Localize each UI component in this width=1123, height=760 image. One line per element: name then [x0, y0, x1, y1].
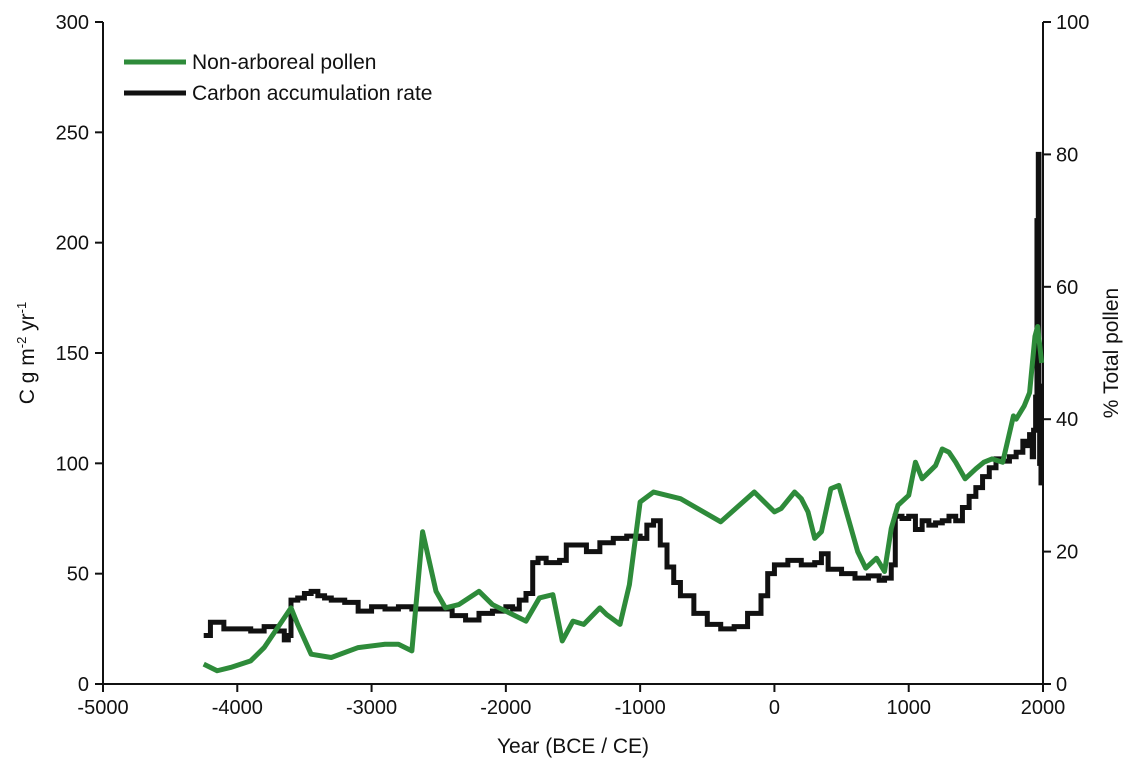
x-tick-label: -1000	[615, 697, 666, 719]
y-left-tick-label: 250	[56, 122, 89, 144]
legend-label: Carbon accumulation rate	[192, 82, 432, 105]
y-left-tick-label: 200	[56, 233, 89, 255]
y-left-tick-label: 50	[67, 564, 89, 586]
y-right-tick-label: 80	[1056, 144, 1078, 166]
y-right-tick-label: 20	[1056, 542, 1078, 564]
x-tick-label: -4000	[212, 697, 263, 719]
y-right-axis-title: % Total pollen	[1100, 288, 1123, 418]
series-line-carbon-accumulation-rate	[203, 151, 1044, 643]
legend-label: Non-arboreal pollen	[192, 51, 376, 74]
plot-frame	[103, 22, 1043, 684]
y-right-tick-label: 40	[1056, 409, 1078, 431]
x-tick-label: -2000	[480, 697, 531, 719]
y-left-tick-label: 150	[56, 343, 89, 365]
y-left-axis-title: C g m-2 yr-1	[14, 302, 39, 404]
x-axis-title: Year (BCE / CE)	[497, 735, 649, 758]
series-line-non-arboreal-pollen	[202, 324, 1045, 674]
y-right-tick-label: 100	[1056, 12, 1089, 34]
y-left-tick-label: 300	[56, 12, 89, 34]
x-tick-label: -3000	[346, 697, 397, 719]
axes: -5000 -4000 -3000 -2000 -1000 0 1000 2000050100…	[56, 12, 1090, 719]
plot-area	[103, 22, 1043, 684]
y-left-title-mid: yr	[16, 313, 39, 336]
y-left-tick-label: 0	[78, 674, 89, 696]
y-left-title-sup1: -2	[14, 337, 29, 349]
y-left-tick-label: 100	[56, 453, 89, 475]
y-left-title-main: C g m	[16, 348, 39, 404]
y-right-tick-label: 0	[1056, 674, 1067, 696]
series-layer	[202, 151, 1045, 674]
legend: Non-arboreal pollen Carbon accumulation r…	[124, 51, 432, 105]
x-tick-label: -5000	[77, 697, 128, 719]
x-tick-label: 2000	[1021, 697, 1066, 719]
x-tick-label: 1000	[886, 697, 931, 719]
x-tick-label: 0	[769, 697, 780, 719]
y-right-tick-label: 60	[1056, 277, 1078, 299]
y-left-title-sup2: -1	[14, 302, 29, 314]
